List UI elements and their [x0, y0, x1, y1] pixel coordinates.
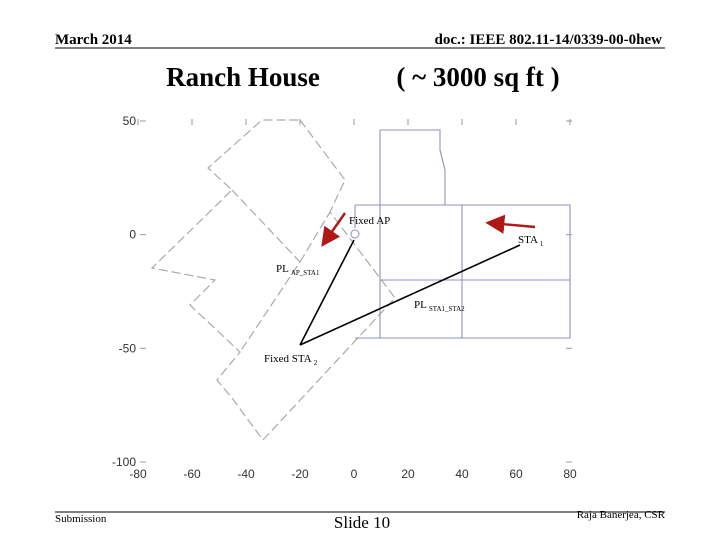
footer-right: Raja Banerjea, CSR: [577, 509, 666, 521]
link-ap-sta1: [299, 239, 355, 346]
annotation-sub: 1: [540, 240, 544, 248]
links: [299, 212, 536, 346]
annotation: Fixed AP: [349, 215, 390, 227]
x-tick-label: -60: [183, 467, 201, 481]
x-tick-label: -40: [237, 467, 255, 481]
title-left: Ranch House: [166, 62, 320, 92]
annotation-sub: AP_STA1: [291, 269, 320, 277]
annotation: PL STA1_STA2: [414, 299, 465, 313]
footer-left: Submission: [55, 513, 107, 525]
annotation-text: PL: [276, 263, 289, 275]
ap-marker: [350, 229, 360, 239]
x-tick-label: 0: [351, 467, 358, 481]
y-tick-label: 50: [123, 114, 137, 128]
y-tick-label: -50: [119, 341, 137, 355]
x-tick-label: 40: [455, 467, 469, 481]
arrow-sta: [485, 214, 536, 234]
y-tick-label: 0: [129, 228, 136, 242]
annotation: STA 1: [518, 234, 544, 248]
x-tick-label: 80: [563, 467, 577, 481]
link-sta1-sta2: [299, 244, 521, 346]
header-doc: doc.: IEEE 802.11-14/0339-00-0hew: [434, 32, 662, 48]
x-tick-label: 20: [401, 467, 415, 481]
annotation: PL AP_STA1: [276, 263, 320, 277]
annotation-sub: 2: [314, 359, 318, 367]
annotation-text: PL: [414, 299, 427, 311]
header-date: March 2014: [55, 32, 132, 48]
y-tick-label: -100: [112, 455, 136, 469]
annotation-text: Fixed STA: [264, 353, 312, 365]
title-right: ( ~ 3000 sq ft ): [396, 62, 559, 92]
footer-center: Slide 10: [334, 513, 390, 532]
arrow-ap: [321, 212, 346, 247]
x-tick-label: -80: [129, 467, 147, 481]
annotation: Fixed STA 2: [264, 353, 318, 367]
annotation-text: Fixed AP: [349, 215, 390, 227]
floor-plan: [150, 119, 571, 441]
house-outline: [150, 119, 396, 441]
annotation-sub: STA1_STA2: [429, 305, 465, 313]
x-tick-label: -20: [291, 467, 309, 481]
x-tick-label: 60: [509, 467, 523, 481]
annotation-text: STA: [518, 234, 538, 246]
